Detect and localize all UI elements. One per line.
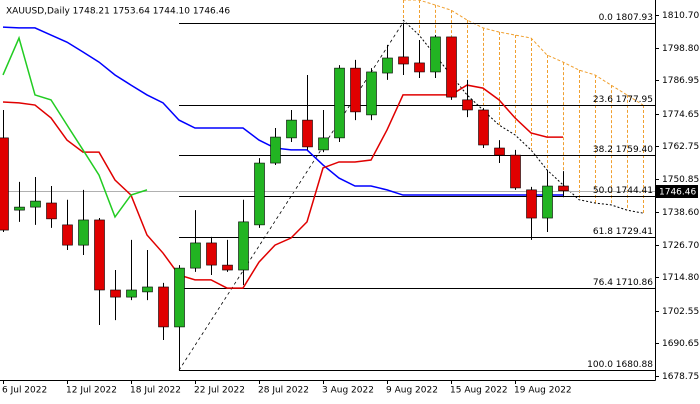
indicator-line: [2, 26, 563, 196]
fib-level-label: 61.8 1729.41: [593, 227, 653, 237]
indicator-line: [2, 35, 148, 219]
x-tick-label: 15 Aug 2022: [450, 386, 508, 396]
candle-body: [174, 267, 185, 328]
candle-body: [414, 62, 425, 73]
y-tick-label: 1726.70: [662, 241, 699, 251]
x-tick-label: 18 Jul 2022: [130, 386, 181, 396]
fib-level-label: 38.2 1759.40: [593, 145, 653, 155]
candle-body: [222, 264, 233, 271]
y-tick-label: 1798.80: [662, 44, 699, 54]
candle-body: [446, 36, 457, 98]
y-tick-label: 1738.60: [662, 208, 699, 218]
candle-body: [46, 202, 57, 220]
y-tick-label: 1690.65: [662, 339, 699, 349]
candle-body: [494, 147, 505, 156]
y-tick-label: 1810.70: [662, 11, 699, 21]
y-tick-label: 1702.55: [662, 307, 699, 317]
candle-body: [62, 224, 73, 246]
cloud-upper-span: [403, 0, 644, 106]
x-tick-label: 9 Aug 2022: [386, 386, 438, 396]
candle-body: [318, 137, 329, 151]
fib-level-label: 23.6 1777.95: [593, 95, 653, 105]
candle-body: [510, 154, 521, 189]
candle-body: [478, 109, 489, 146]
candle-body: [238, 221, 249, 271]
cloud-lower-span: [402, 19, 644, 214]
plot-area: [0, 0, 655, 371]
indicator-line: [2, 84, 563, 289]
y-tick-label: 1714.80: [662, 273, 699, 283]
candle-body: [206, 242, 217, 266]
candle-body: [94, 219, 105, 291]
x-tick-label: 22 Jul 2022: [194, 386, 245, 396]
fib-level-label: 76.4 1710.86: [593, 278, 653, 288]
candle-body: [0, 137, 9, 231]
x-tick-label: 28 Jul 2022: [258, 386, 309, 396]
candle-body: [254, 162, 265, 226]
chart-title: XAUUSD,Daily 1748.21 1753.64 1744.10 174…: [6, 7, 230, 17]
candle-body: [334, 67, 345, 139]
fib-level-label: 0.0 1807.93: [599, 13, 653, 23]
candle-body: [430, 36, 441, 73]
candle-body: [190, 242, 201, 269]
candle-body: [14, 206, 25, 211]
candle-body: [78, 219, 89, 246]
candle-body: [398, 56, 409, 65]
last-price-label: 1746.46: [659, 188, 696, 198]
fib-level-label: 50.0 1744.41: [593, 186, 653, 196]
candle-body: [110, 289, 121, 298]
candle-body: [462, 99, 473, 111]
candle-body: [30, 200, 41, 208]
candle-body: [526, 189, 537, 219]
candle-body: [270, 136, 281, 164]
y-tick-label: 1774.65: [662, 110, 699, 120]
candle-body: [302, 119, 313, 148]
candle-body: [158, 286, 169, 328]
candle-body: [382, 57, 393, 74]
candle-body: [142, 286, 153, 293]
candle-body: [366, 71, 377, 116]
x-tick-label: 19 Aug 2022: [514, 386, 572, 396]
x-tick-label: 3 Aug 2022: [322, 386, 374, 396]
candle-body: [126, 289, 137, 298]
candle-body: [350, 67, 361, 113]
last-price-box: [656, 185, 698, 198]
y-tick-label: 1678.75: [662, 372, 699, 382]
y-tick-label: 1786.95: [662, 76, 699, 86]
x-tick-label: 12 Jul 2022: [66, 386, 117, 396]
candle-body: [558, 185, 569, 192]
candle-body: [542, 185, 553, 219]
fib-level-label: 100.0 1680.88: [587, 360, 653, 370]
y-tick-label: 1750.85: [662, 175, 699, 185]
x-tick-label: 6 Jul 2022: [2, 386, 47, 396]
candle-body: [286, 119, 297, 139]
y-tick-label: 1762.75: [662, 142, 699, 152]
